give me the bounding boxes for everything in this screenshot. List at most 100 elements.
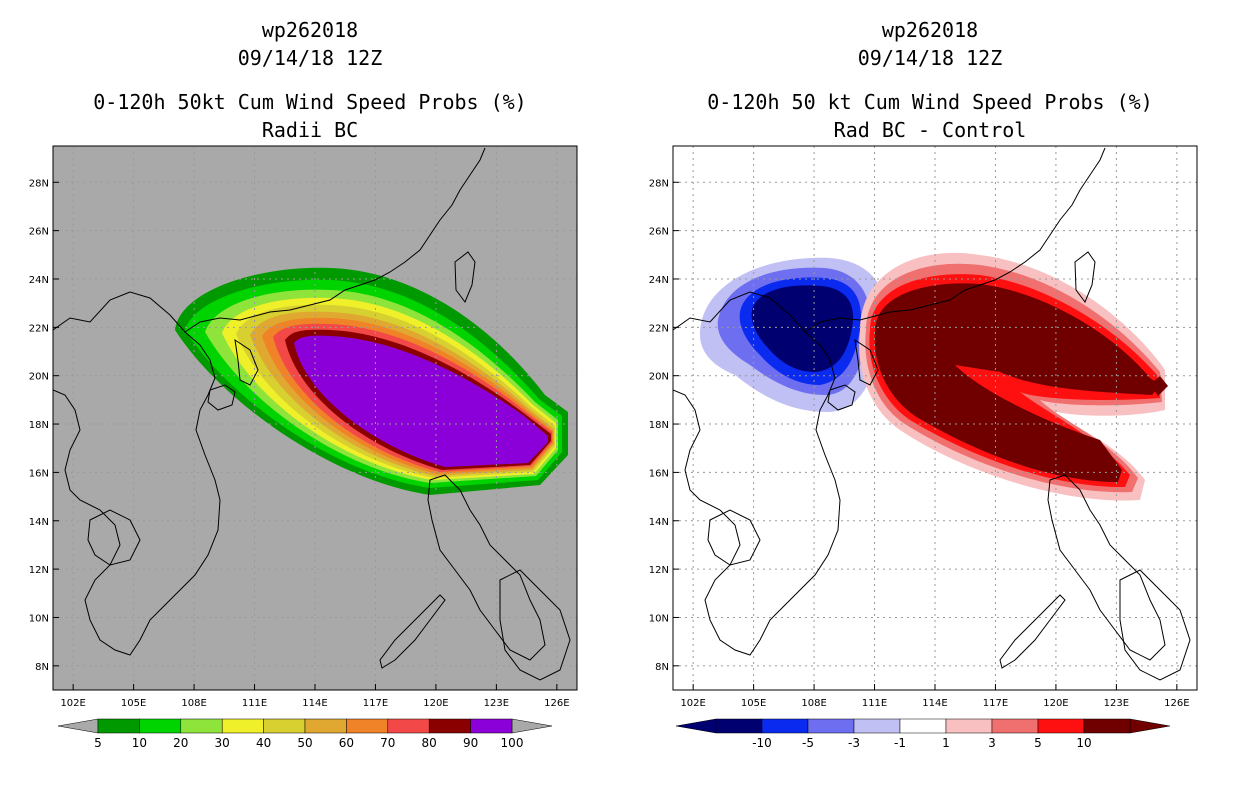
y-tick-label: 24N	[29, 275, 49, 286]
colorbar-swatch	[428, 718, 471, 734]
colorbar-right-triangle	[511, 718, 553, 734]
colorbar-swatch	[899, 718, 947, 734]
y-tick-label: 18N	[649, 420, 669, 431]
colorbar-right-triangle	[1129, 718, 1171, 734]
colorbar-swatch	[715, 718, 763, 734]
x-tick-label: 111E	[242, 698, 267, 709]
y-tick-label: 12N	[649, 565, 669, 576]
right-x-ticks: 102E 105E 108E 111E 114E 117E 120E 123E 126E	[680, 684, 1190, 709]
right-subtitle: Rad BC - Control	[833, 118, 1027, 142]
colorbar-label: 30	[215, 736, 230, 750]
right-date: 09/14/18 12Z	[857, 46, 1003, 70]
left-probability-field	[175, 267, 568, 495]
colorbar-label: -1	[894, 736, 906, 750]
left-map: 102E 105E 108E 111E 114E 117E 120E 123E 126E 8N 1…	[29, 145, 578, 709]
x-tick-label: 105E	[741, 698, 766, 709]
colorbar-swatch	[97, 718, 140, 734]
y-tick-label: 10N	[29, 613, 49, 624]
colorbar-swatch	[180, 718, 223, 734]
colorbar-label: 60	[339, 736, 354, 750]
y-tick-label: 10N	[649, 613, 669, 624]
colorbar-label: -10	[752, 736, 772, 750]
colorbar-swatch	[470, 718, 513, 734]
colorbar-label: -5	[802, 736, 814, 750]
y-tick-label: 24N	[649, 275, 669, 286]
colorbar-label: 100	[501, 736, 524, 750]
colorbar-label: 50	[297, 736, 312, 750]
right-title: 0-120h 50 kt Cum Wind Speed Probs (%)	[707, 90, 1153, 114]
x-tick-label: 126E	[544, 698, 569, 709]
colorbar-swatch	[761, 718, 809, 734]
y-tick-label: 22N	[649, 323, 669, 334]
x-tick-label: 105E	[121, 698, 146, 709]
y-tick-label: 8N	[655, 662, 669, 673]
colorbar-swatch	[263, 718, 306, 734]
right-colorbar: -10 -5 -3 -1 1 3 5 10	[675, 718, 1171, 750]
colorbar-label: 40	[256, 736, 271, 750]
y-tick-label: 20N	[29, 372, 49, 383]
colorbar-swatch	[304, 718, 347, 734]
colorbar-label: 90	[463, 736, 478, 750]
x-tick-label: 114E	[302, 698, 327, 709]
colorbar-swatch	[346, 718, 389, 734]
right-storm-id: wp262018	[881, 18, 979, 42]
left-coastlines	[53, 147, 571, 681]
colorbar-label: 1	[942, 736, 950, 750]
colorbar-swatch	[139, 718, 182, 734]
x-tick-label: 108E	[181, 698, 206, 709]
left-subtitle: Radii BC	[261, 118, 359, 142]
x-tick-label: 108E	[801, 698, 826, 709]
right-coastlines	[673, 147, 1191, 681]
colorbar-left-triangle	[57, 718, 99, 734]
x-tick-label: 102E	[680, 698, 705, 709]
colorbar-label: 5	[1034, 736, 1042, 750]
left-colorbar: 5 10 20 30 40 50 60 70 80 90 100	[57, 718, 553, 750]
x-tick-label: 120E	[1043, 698, 1068, 709]
x-tick-label: 117E	[983, 698, 1008, 709]
colorbar-label: 10	[132, 736, 147, 750]
x-tick-label: 114E	[922, 698, 947, 709]
left-title: 0-120h 50kt Cum Wind Speed Probs (%)	[93, 90, 527, 114]
colorbar-label: 3	[988, 736, 996, 750]
y-tick-label: 28N	[29, 178, 49, 189]
colorbar-swatch	[853, 718, 901, 734]
colorbar-label: 10	[1076, 736, 1091, 750]
y-tick-label: 16N	[649, 468, 669, 479]
colorbar-left-triangle	[675, 718, 717, 734]
x-tick-label: 126E	[1164, 698, 1189, 709]
y-tick-label: 8N	[35, 662, 49, 673]
x-tick-label: 120E	[423, 698, 448, 709]
left-date: 09/14/18 12Z	[237, 46, 383, 70]
colorbar-swatch	[991, 718, 1039, 734]
x-tick-label: 123E	[484, 698, 509, 709]
colorbar-swatch	[221, 718, 264, 734]
colorbar-label: 80	[422, 736, 437, 750]
y-tick-label: 14N	[29, 517, 49, 528]
colorbar-swatch	[1037, 718, 1085, 734]
x-tick-label: 123E	[1104, 698, 1129, 709]
colorbar-label: -3	[848, 736, 860, 750]
x-tick-label: 111E	[862, 698, 887, 709]
y-tick-label: 12N	[29, 565, 49, 576]
colorbar-swatch	[387, 718, 430, 734]
left-y-ticks: 8N 10N 12N 14N 16N 18N 20N 22N 24N 26N 28N	[29, 178, 59, 673]
y-tick-label: 28N	[649, 178, 669, 189]
y-tick-label: 26N	[649, 227, 669, 238]
colorbar-label: 20	[173, 736, 188, 750]
left-x-ticks: 102E 105E 108E 111E 114E 117E 120E 123E 126E	[60, 684, 570, 709]
y-tick-label: 26N	[29, 227, 49, 238]
right-y-ticks: 8N 10N 12N 14N 16N 18N 20N 22N 24N 26N 28N	[649, 178, 679, 673]
right-gridlines	[673, 146, 1197, 690]
left-gridlines	[53, 146, 577, 690]
x-tick-label: 117E	[363, 698, 388, 709]
y-tick-label: 20N	[649, 372, 669, 383]
x-tick-label: 102E	[60, 698, 85, 709]
y-tick-label: 16N	[29, 468, 49, 479]
colorbar-swatch	[807, 718, 855, 734]
colorbar-label: 5	[94, 736, 102, 750]
colorbar-swatch	[945, 718, 993, 734]
colorbar-label: 70	[380, 736, 395, 750]
y-tick-label: 14N	[649, 517, 669, 528]
right-difference-field	[700, 252, 1168, 501]
